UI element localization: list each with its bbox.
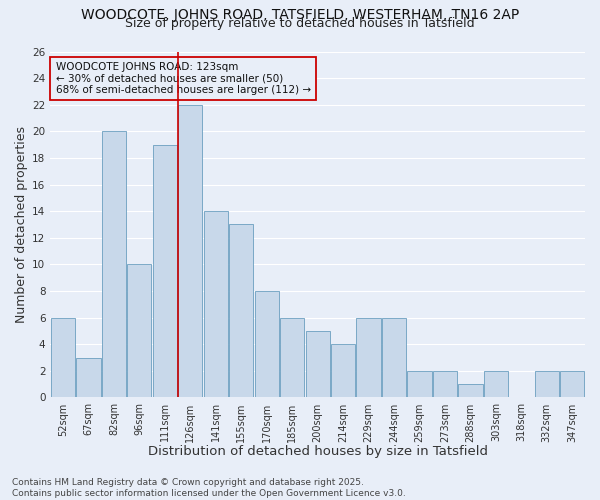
Text: Size of property relative to detached houses in Tatsfield: Size of property relative to detached ho… — [125, 18, 475, 30]
Text: Contains HM Land Registry data © Crown copyright and database right 2025.
Contai: Contains HM Land Registry data © Crown c… — [12, 478, 406, 498]
Bar — [458, 384, 482, 398]
Text: WOODCOTE JOHNS ROAD: 123sqm
← 30% of detached houses are smaller (50)
68% of sem: WOODCOTE JOHNS ROAD: 123sqm ← 30% of det… — [56, 62, 311, 95]
Bar — [51, 318, 75, 398]
Bar — [127, 264, 151, 398]
Bar — [535, 371, 559, 398]
Bar — [178, 104, 202, 398]
X-axis label: Distribution of detached houses by size in Tatsfield: Distribution of detached houses by size … — [148, 444, 488, 458]
Bar — [433, 371, 457, 398]
Bar — [356, 318, 380, 398]
Bar — [407, 371, 431, 398]
Bar — [254, 291, 279, 398]
Y-axis label: Number of detached properties: Number of detached properties — [15, 126, 28, 323]
Bar — [382, 318, 406, 398]
Bar — [203, 211, 228, 398]
Bar — [153, 144, 177, 398]
Bar — [305, 331, 330, 398]
Text: WOODCOTE, JOHNS ROAD, TATSFIELD, WESTERHAM, TN16 2AP: WOODCOTE, JOHNS ROAD, TATSFIELD, WESTERH… — [81, 8, 519, 22]
Bar — [280, 318, 304, 398]
Bar — [76, 358, 101, 398]
Bar — [331, 344, 355, 398]
Bar — [484, 371, 508, 398]
Bar — [102, 132, 126, 398]
Bar — [560, 371, 584, 398]
Bar — [229, 224, 253, 398]
